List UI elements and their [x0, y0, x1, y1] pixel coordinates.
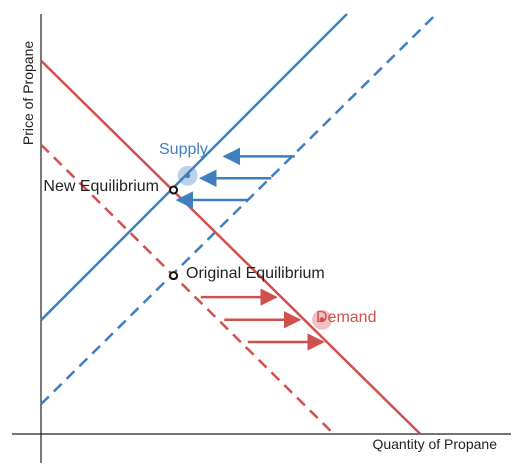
axes: Quantity of Propane Price of Propane: [12, 14, 511, 463]
shift-arrows: [175, 147, 325, 351]
supply-original-line: [40, 13, 438, 406]
labels: Supply Demand New Equilibrium Original E…: [43, 141, 376, 326]
demand-new-line: [40, 59, 422, 435]
supply-drag-handle-dot: [185, 173, 191, 179]
new-equilibrium-label: New Equilibrium: [43, 178, 159, 195]
original-equilibrium-label: Original Equilibrium: [186, 265, 325, 282]
demand-drag-handle-dot: [319, 317, 325, 323]
demand-label: Demand: [316, 309, 376, 326]
demand-original-line: [40, 143, 335, 435]
x-axis-label: Quantity of Propane: [372, 436, 497, 452]
new-equilibrium-point: [169, 185, 179, 195]
original-equilibrium-point: [169, 271, 179, 281]
curves: [40, 13, 438, 435]
equilibrium-points: [169, 185, 179, 281]
supply-new-line: [40, 13, 348, 322]
supply-label: Supply: [159, 141, 208, 158]
y-axis-label: Price of Propane: [20, 41, 36, 145]
curve-handles: [177, 165, 333, 330]
